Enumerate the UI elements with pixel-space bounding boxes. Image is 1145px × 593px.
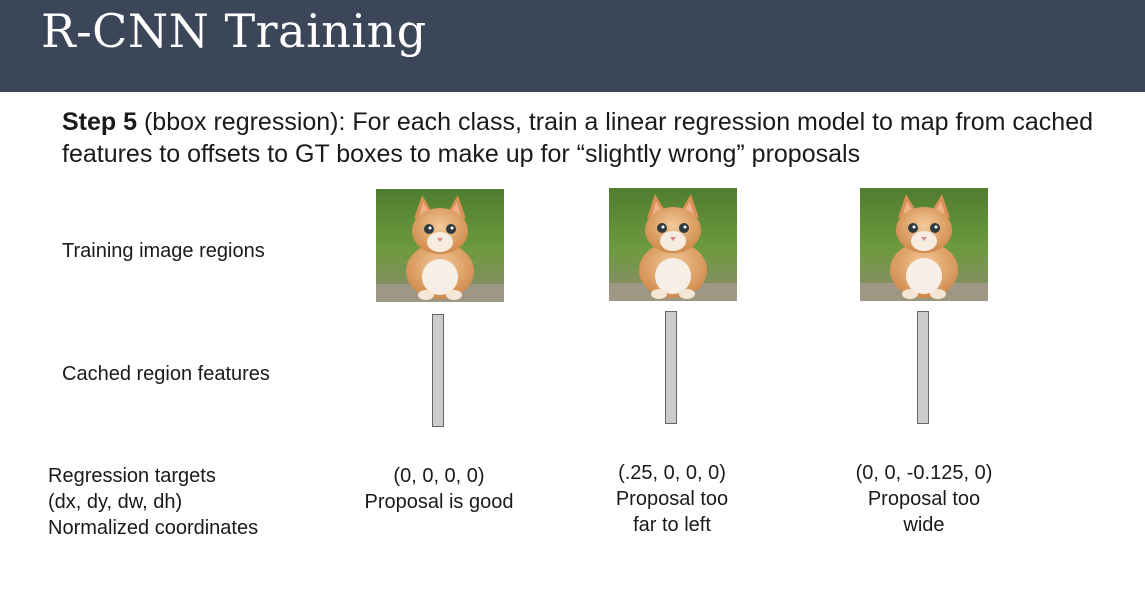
kitten-image-2 (609, 188, 737, 301)
feature-vector-3 (917, 311, 929, 424)
step-text: (bbox regression): For each class, train… (62, 108, 1094, 168)
targets-label-line3: Normalized coordinates (48, 517, 259, 539)
target-description-line2: wide (903, 514, 945, 536)
targets-label-line2: (dx, dy, dw, dh) (48, 491, 183, 513)
target-description: Proposal is good (364, 491, 514, 513)
example-3-target: (0, 0, -0.125, 0) Proposal too wide (814, 460, 1034, 538)
cached-features-label: Cached region features (62, 363, 270, 385)
slide-header: R-CNN Training (0, 0, 1145, 92)
target-values: (0, 0, 0, 0) (393, 465, 485, 487)
step-label: Step 5 (62, 108, 138, 136)
feature-vector-2 (665, 311, 677, 424)
training-regions-label: Training image regions (62, 240, 265, 262)
target-description-line2: far to left (633, 514, 711, 536)
feature-vector-1 (432, 314, 444, 427)
target-description: Proposal too (615, 488, 729, 510)
regression-targets-label: Regression targets (dx, dy, dw, dh) Norm… (48, 463, 258, 541)
target-values: (0, 0, -0.125, 0) (855, 462, 993, 484)
kitten-image-3 (860, 188, 988, 301)
step-description: Step 5 (bbox regression): For each class… (62, 106, 1142, 170)
target-values: (.25, 0, 0, 0) (618, 462, 726, 484)
kitten-image-1 (376, 189, 504, 302)
target-description: Proposal too (867, 488, 981, 510)
targets-label-line1: Regression targets (48, 465, 216, 487)
slide-title: R-CNN Training (41, 4, 427, 58)
example-1-target: (0, 0, 0, 0) Proposal is good (329, 463, 549, 515)
example-2-target: (.25, 0, 0, 0) Proposal too far to left (562, 460, 782, 538)
